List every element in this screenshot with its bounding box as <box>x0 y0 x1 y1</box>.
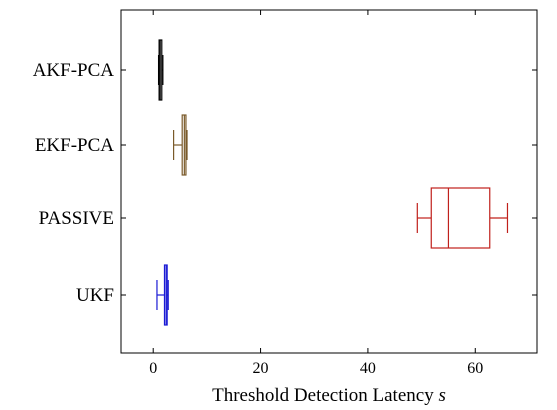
category-label: UKF <box>76 285 114 306</box>
x-tick-label: 20 <box>253 360 269 377</box>
box-akf-pca <box>157 39 164 101</box>
x-ticks-layer: 0 20 40 60 <box>149 10 483 377</box>
boxes-layer <box>156 39 509 326</box>
box-ukf <box>156 264 169 326</box>
box-ekf-pca <box>173 114 188 176</box>
x-tick-label: 0 <box>149 360 157 377</box>
category-labels-layer: AKF-PCA EKF-PCA PASSIVE UKF <box>33 60 537 306</box>
plot-frame <box>120 9 538 354</box>
category-label: EKF-PCA <box>35 135 114 156</box>
x-tick-label: 60 <box>467 360 483 377</box>
iqr-box <box>430 187 491 249</box>
category-label: PASSIVE <box>39 208 114 229</box>
box-passive <box>416 187 509 249</box>
x-tick-label: 40 <box>360 360 376 377</box>
x-axis-title: Threshold Detection Latency s <box>212 385 446 406</box>
axes-layer <box>120 9 538 354</box>
category-label: AKF-PCA <box>33 60 115 81</box>
